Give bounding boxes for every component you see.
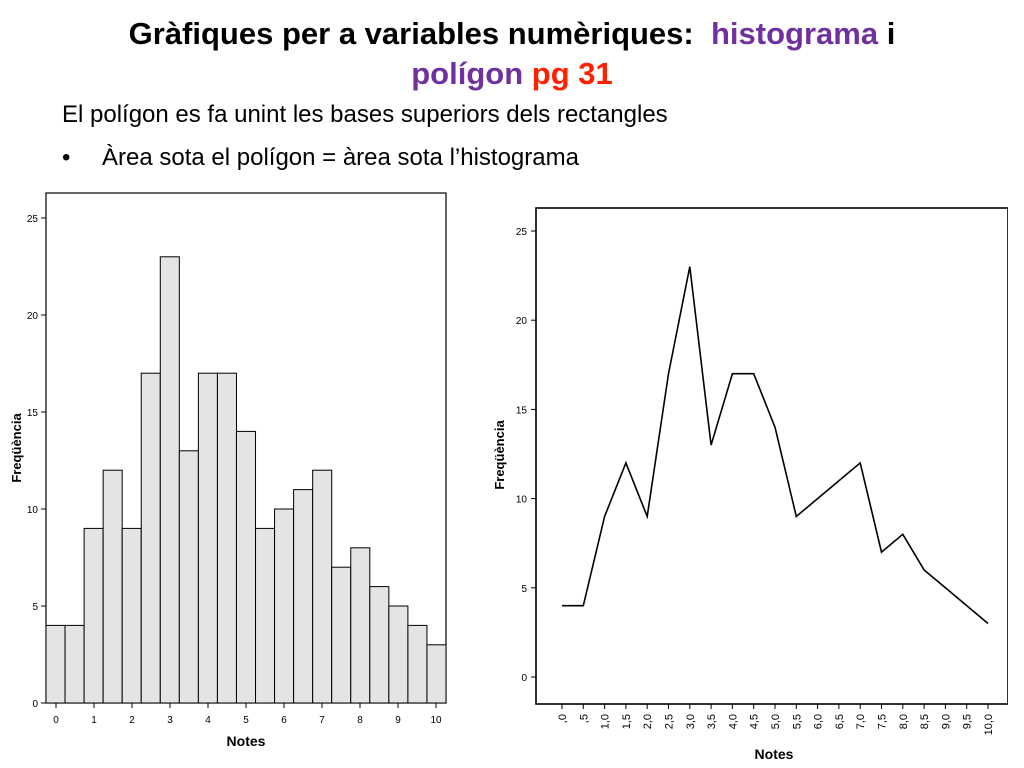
- histogram-bar-5: [140, 372, 161, 704]
- y-axis-label: Freqüència: [492, 420, 507, 490]
- x-tick-label: 10,0: [983, 714, 995, 735]
- bullet-item: • Àrea sota el polígon = àrea sota l’hist…: [62, 144, 579, 172]
- x-tick-label: 7: [319, 715, 325, 726]
- x-tick-label: ,5: [578, 714, 590, 723]
- frequency-polygon-line: [562, 266, 989, 625]
- x-tick-label: 4,0: [727, 714, 739, 729]
- histogram-bar-20: [426, 644, 447, 704]
- histogram-bar-11: [255, 527, 276, 704]
- x-axis-label: Notes: [227, 733, 266, 749]
- x-tick-label: 5,0: [770, 714, 782, 729]
- bullet-marker: •: [62, 144, 71, 171]
- histogram-bar-0: [45, 624, 66, 704]
- x-tick-label: ,0: [557, 714, 569, 723]
- x-tick-label: 6,5: [834, 714, 846, 729]
- histogram-bar-4: [121, 527, 142, 704]
- frequency-polygon-chart: 0 5 10 15 20 25 ,0 ,5 1,0 1,5 2,0 2,5 3,0 3,5 4,0 4,5 5,…: [492, 207, 1008, 762]
- title-conjunction: i: [886, 16, 896, 51]
- y-tick-label: 20: [516, 316, 528, 327]
- histogram-chart: 0 5 10 15 20 25 0 1 2 3 4 5 6 7 8 9 10 Notes Freqüència: [9, 192, 447, 749]
- title-page-ref: pg 31: [531, 56, 613, 91]
- histogram-bar-18: [388, 605, 409, 704]
- histogram-bar-16: [350, 547, 371, 704]
- y-tick-label: 15: [27, 408, 39, 419]
- x-tick-label: 7,5: [877, 714, 889, 729]
- x-tick-label: 5,5: [791, 714, 803, 729]
- x-tick-label: 1,5: [621, 714, 633, 729]
- histogram-bar-1: [64, 624, 85, 704]
- histogram-bar-8: [197, 372, 218, 704]
- x-tick-label: 7,0: [855, 714, 867, 729]
- x-tick-label: 8,5: [919, 714, 931, 729]
- y-tick-label: 5: [32, 602, 38, 613]
- title-highlight-poligon: polígon: [411, 56, 524, 91]
- histogram-bar-10: [235, 430, 257, 704]
- x-tick-label: 0: [53, 715, 59, 726]
- y-tick-label: 25: [27, 214, 39, 225]
- x-tick-label: 2,0: [642, 714, 654, 729]
- x-tick-label: 2,5: [664, 714, 676, 729]
- y-tick-label: 15: [516, 405, 528, 416]
- x-tick-label: 1,0: [600, 714, 612, 729]
- bullet-text: Àrea sota el polígon = àrea sota l’histo…: [102, 144, 579, 171]
- x-tick-label: 3: [167, 715, 173, 726]
- histogram-bar-3: [102, 469, 123, 704]
- title-text: Gràfiques per a variables numèriques:: [128, 16, 694, 51]
- y-axis-label: Freqüència: [9, 413, 24, 483]
- slide-title: Gràfiques per a variables numèriques: hi…: [40, 14, 984, 94]
- x-tick-label: 5: [243, 715, 249, 726]
- x-tick-label: 8: [357, 715, 363, 726]
- x-axis-label: Notes: [755, 746, 794, 762]
- y-tick-label: 20: [27, 311, 39, 322]
- x-tick-label: 3,5: [706, 714, 718, 729]
- histogram-bar-13: [293, 489, 314, 704]
- y-tick-label: 0: [32, 699, 38, 710]
- histogram-bar-9: [216, 372, 237, 704]
- y-tick-label: 10: [516, 495, 528, 506]
- x-tick-label: 3,0: [685, 714, 697, 729]
- x-tick-label: 4,5: [749, 714, 761, 729]
- histogram-bar-15: [331, 566, 352, 704]
- x-tick-label: 2: [129, 715, 135, 726]
- x-tick-label: 4: [205, 715, 211, 726]
- y-tick-label: 5: [521, 584, 527, 595]
- title-highlight-histograma: histograma: [710, 16, 879, 51]
- histogram-bar-14: [312, 469, 333, 704]
- histogram-bar-6: [159, 256, 180, 704]
- x-tick-label: 9,5: [962, 714, 974, 729]
- y-tick-label: 0: [521, 673, 527, 684]
- histogram-bar-17: [369, 586, 390, 704]
- histogram-bar-19: [407, 624, 428, 704]
- plot-frame: [535, 207, 1008, 705]
- x-tick-label: 9: [395, 715, 401, 726]
- x-tick-label: 6,0: [813, 714, 825, 729]
- slide-subtitle: El polígon es fa unint les bases superio…: [62, 101, 668, 128]
- x-tick-label: 8,0: [898, 714, 910, 729]
- x-tick-label: 1: [91, 715, 97, 726]
- x-tick-label: 6: [281, 715, 287, 726]
- x-tick-label: 9,0: [940, 714, 952, 729]
- x-tick-label: 10: [430, 715, 442, 726]
- histogram-bar-7: [178, 450, 199, 704]
- histogram-bar-2: [83, 527, 104, 704]
- y-tick-label: 10: [27, 505, 39, 516]
- histogram-bar-12: [274, 508, 295, 704]
- y-tick-label: 25: [516, 227, 528, 238]
